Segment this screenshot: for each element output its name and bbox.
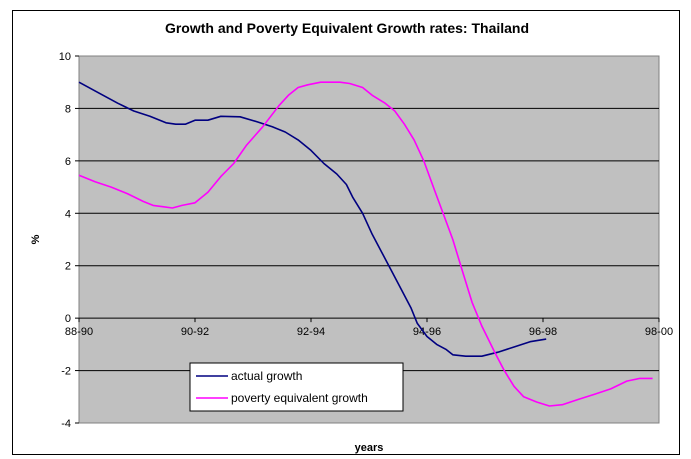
gridlines xyxy=(79,107,659,372)
x-tick-label: 92-94 xyxy=(297,326,325,338)
series-line-poverty-equivalent-growth xyxy=(78,81,653,407)
series-layer xyxy=(78,81,653,407)
y-tick-label: 10 xyxy=(59,51,71,63)
x-tick-label: 96-98 xyxy=(529,326,557,338)
chart-title: Growth and Poverty Equivalent Growth rat… xyxy=(165,20,529,36)
legend: actual growth poverty equivalent growth xyxy=(189,362,404,412)
x-tick-label: 88-90 xyxy=(65,326,93,338)
y-tick-label: -4 xyxy=(61,418,71,430)
y-tick-label: -2 xyxy=(61,366,71,378)
y-tick-label: 8 xyxy=(65,103,71,115)
legend-label-poverty-equivalent-growth: poverty equivalent growth xyxy=(231,391,368,405)
y-axis-title: % xyxy=(30,234,42,244)
x-tick-label: 98-00 xyxy=(645,326,673,338)
chart-container: Growth and Poverty Equivalent Growth rat… xyxy=(12,10,680,455)
y-axis-ticks: -4 -2 0 2 4 6 8 10 xyxy=(59,51,79,430)
x-axis-ticks: 88-90 90-92 92-94 94-96 96-98 98-00 xyxy=(65,318,673,338)
line-chart: Growth and Poverty Equivalent Growth rat… xyxy=(30,20,673,454)
x-axis-title: years xyxy=(355,442,384,454)
legend-label-actual-growth: actual growth xyxy=(231,369,302,383)
y-tick-label: 0 xyxy=(65,313,71,325)
legend-box xyxy=(189,362,404,412)
x-tick-label: 94-96 xyxy=(413,326,441,338)
series-line-actual-growth xyxy=(78,81,547,357)
y-tick-label: 2 xyxy=(65,261,71,273)
x-tick-label: 90-92 xyxy=(181,326,209,338)
plot-area xyxy=(78,55,660,424)
y-tick-label: 6 xyxy=(65,156,71,168)
y-tick-label: 4 xyxy=(65,208,71,220)
